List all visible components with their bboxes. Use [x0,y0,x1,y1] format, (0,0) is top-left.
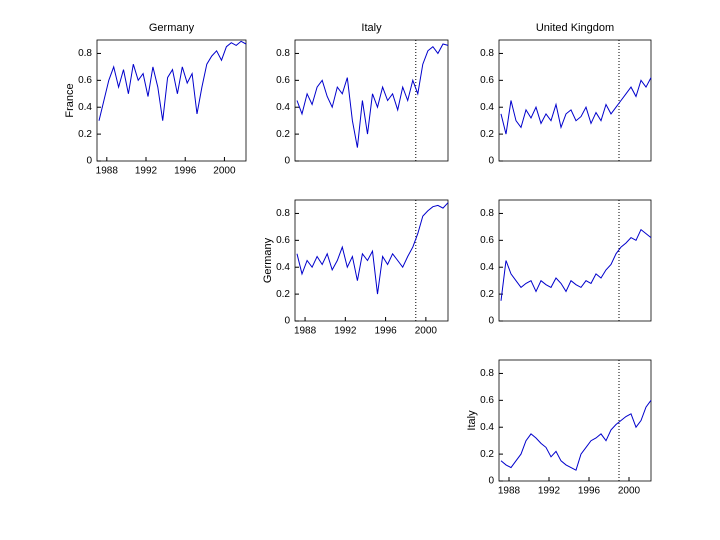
y-tick-label: 0 [284,316,290,327]
y-tick-label: 0.6 [480,395,494,406]
x-tick-label: 1992 [334,326,357,337]
y-tick-label: 0.6 [480,75,494,86]
x-tick-label: 1988 [294,326,317,337]
x-tick-label: 1996 [374,326,397,337]
y-tick-label: 0.6 [480,235,494,246]
y-tick-label: 0.2 [276,129,290,140]
y-tick-label: 0 [488,476,494,487]
y-tick-label: 0.8 [276,208,290,219]
series-line [296,202,449,295]
axes-box [96,39,247,162]
y-tick-label: 0.4 [480,422,494,433]
y-tick-label: 0.8 [78,48,92,59]
panel-title: Germany [149,22,195,34]
x-tick-label: 1992 [135,166,158,177]
panel-title: United Kingdom [536,22,614,34]
y-axis-label: France [64,83,76,117]
series-line [98,40,247,121]
y-tick-label: 0.8 [480,368,494,379]
y-tick-label: 0 [488,156,494,167]
y-tick-label: 0 [488,316,494,327]
axes-box [294,199,449,322]
y-tick-label: 0.8 [480,48,494,59]
y-tick-label: 0.8 [480,208,494,219]
series-line [500,77,652,135]
y-tick-label: 0 [284,156,290,167]
y-tick-label: 0.4 [276,262,290,273]
panel-title: Italy [361,22,382,34]
y-tick-label: 0.2 [480,449,494,460]
series-line [500,400,652,471]
x-tick-label: 2000 [618,486,641,497]
y-axis-label: Italy [466,410,478,431]
y-tick-label: 0.4 [480,102,494,113]
y-tick-label: 0.6 [276,75,290,86]
y-axis-label: Germany [262,237,274,283]
x-tick-label: 1996 [174,166,197,177]
axes-box [498,39,652,162]
y-tick-label: 0 [86,156,92,167]
y-tick-label: 0.4 [480,262,494,273]
x-tick-label: 1988 [498,486,521,497]
y-tick-label: 0.2 [480,289,494,300]
x-tick-label: 1988 [96,166,119,177]
x-tick-label: 2000 [213,166,236,177]
y-tick-label: 0.2 [480,129,494,140]
series-line [500,228,652,301]
axes-box [498,199,652,322]
series-line [296,43,449,148]
x-tick-label: 1996 [578,486,601,497]
y-tick-label: 0.6 [78,75,92,86]
x-tick-label: 2000 [415,326,438,337]
y-tick-label: 0.8 [276,48,290,59]
y-tick-label: 0.6 [276,235,290,246]
y-tick-label: 0.4 [276,102,290,113]
axes-box [294,39,449,162]
y-tick-label: 0.2 [78,129,92,140]
y-tick-label: 0.2 [276,289,290,300]
y-tick-label: 0.4 [78,102,92,113]
axes-box [498,359,652,482]
x-tick-label: 1992 [538,486,561,497]
